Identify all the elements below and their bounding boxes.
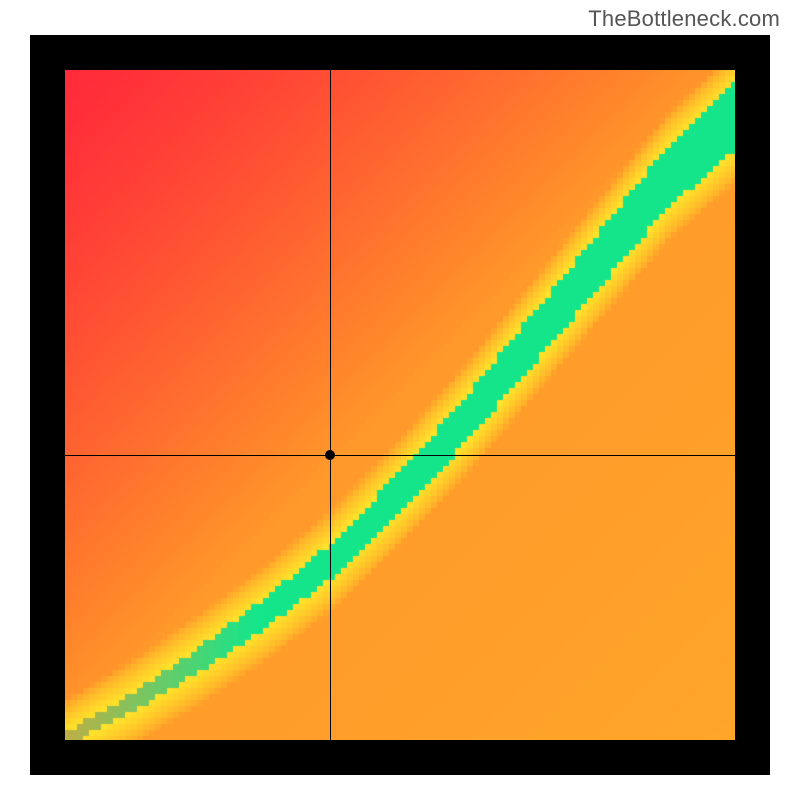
crosshair-vertical (330, 70, 331, 740)
marker-dot (325, 450, 335, 460)
heatmap-plot (65, 70, 735, 740)
watermark-text: TheBottleneck.com (588, 6, 780, 32)
chart-container: TheBottleneck.com (0, 0, 800, 800)
crosshair-horizontal (65, 455, 735, 456)
heatmap-canvas (65, 70, 735, 740)
